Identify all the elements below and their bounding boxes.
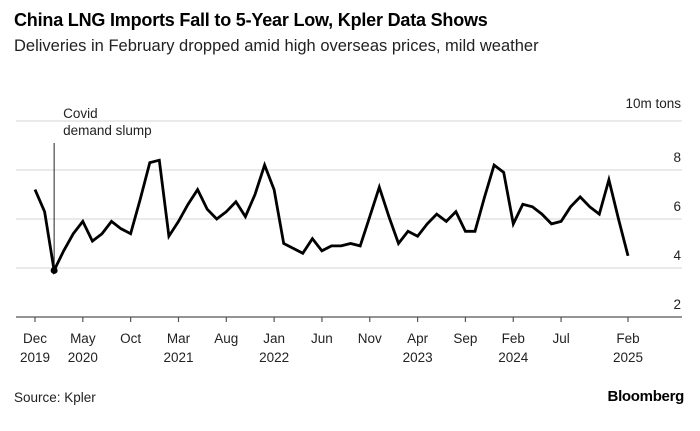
source-note: Source: Kpler [14, 390, 96, 405]
x-tick-year-label: 2020 [68, 350, 98, 365]
x-tick-label: Mar [167, 331, 191, 346]
x-tick-label: Aug [214, 331, 238, 346]
x-tick-label: Dec [23, 331, 47, 346]
x-tick-label: Nov [358, 331, 382, 346]
chart-title: China LNG Imports Fall to 5-Year Low, Kp… [14, 10, 488, 30]
bloomberg-logo: Bloomberg [607, 388, 685, 405]
y-tick-label: 4 [673, 248, 681, 263]
y-tick-label: 6 [673, 199, 681, 214]
x-tick-year-label: 2021 [163, 350, 193, 365]
x-tick-label: Feb [616, 331, 639, 346]
x-tick-label: Sep [453, 331, 477, 346]
covid-annotation: Covid demand slump [53, 106, 152, 271]
chart-subtitle: Deliveries in February dropped amid high… [14, 37, 539, 55]
x-tick-label: Jan [263, 331, 285, 346]
x-axis: Dec 2019 May 2020 Oct Mar 2021 Aug Jan 2022 Jun Nov… [16, 316, 682, 365]
series-line-path [33, 158, 630, 275]
x-tick-label: Oct [120, 331, 141, 346]
x-tick-label: Feb [502, 331, 525, 346]
y-tick-label: 2 [673, 297, 681, 312]
annotation-marker [50, 266, 58, 274]
annotation-text: demand slump [63, 123, 152, 138]
y-axis-unit-label: 10m tons [625, 96, 681, 111]
x-tick-year-label: 2019 [20, 350, 50, 365]
x-tick-year-label: 2024 [498, 350, 529, 365]
gridlines [16, 120, 682, 269]
x-tick-label: Apr [407, 331, 429, 346]
x-tick-label: May [70, 331, 96, 346]
x-tick-year-label: 2025 [613, 350, 643, 365]
y-axis-labels: 2 4 6 8 [673, 150, 681, 312]
x-tick-label: Jun [311, 331, 333, 346]
x-tick-label: Jul [552, 331, 569, 346]
series-line [33, 158, 630, 275]
y-tick-label: 8 [673, 150, 681, 165]
x-tick-year-label: 2023 [403, 350, 433, 365]
annotation-text: Covid [63, 106, 98, 121]
x-tick-year-label: 2022 [259, 350, 289, 365]
